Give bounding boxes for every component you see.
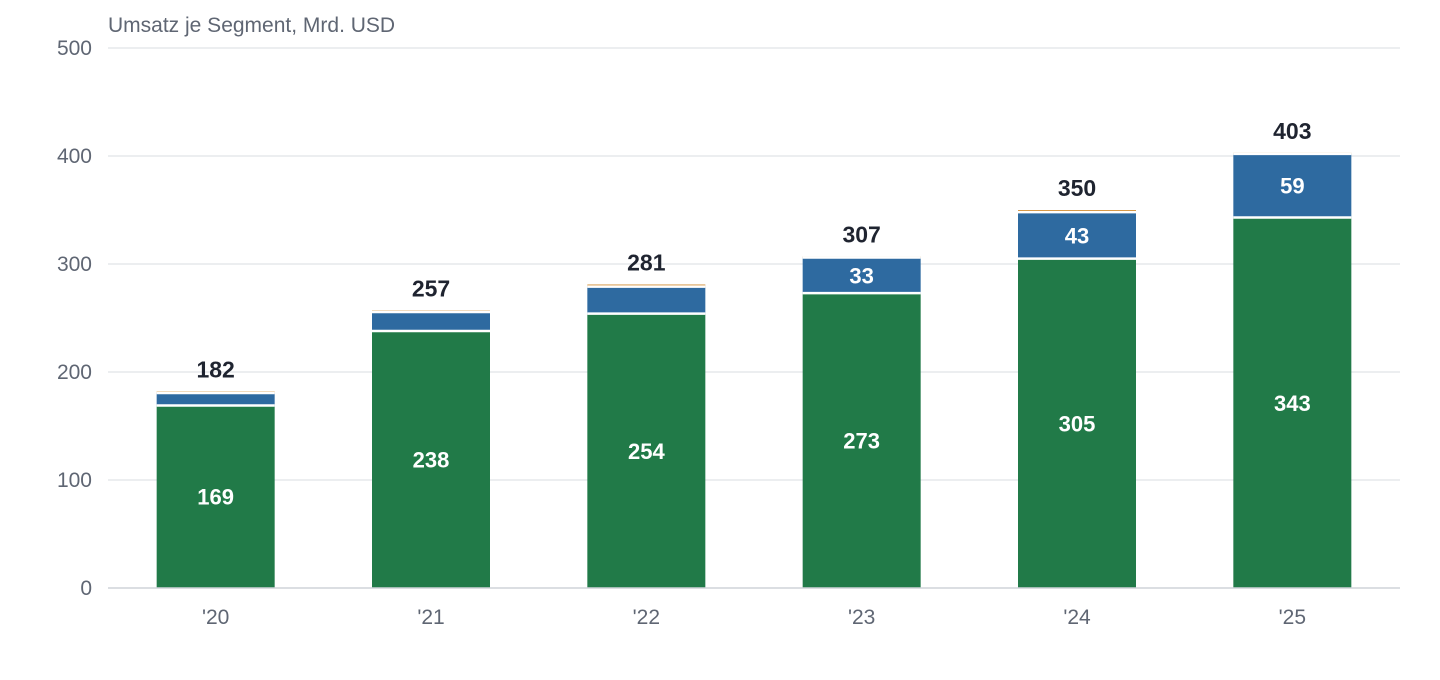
segment-value-label: 169 (197, 485, 234, 510)
bars (156, 152, 1352, 588)
y-axis-title: Umsatz je Segment, Mrd. USD (108, 14, 395, 37)
total-value-label: 403 (1273, 118, 1311, 144)
segment-value-label: 33 (849, 263, 873, 288)
y-tick-label: 300 (57, 253, 92, 276)
total-value-label: 350 (1058, 175, 1096, 201)
gridlines (108, 47, 1400, 481)
bar-segment-2 (587, 286, 706, 314)
segment-value-label: 59 (1280, 174, 1304, 199)
y-tick-label: 200 (57, 361, 92, 384)
total-value-label: 182 (196, 356, 234, 382)
bar-segment-1 (372, 330, 490, 588)
bar-segment-1 (1233, 217, 1352, 588)
y-tick-label: 100 (57, 469, 92, 492)
x-tick-label: '25 (1279, 606, 1306, 629)
axes: 0 100 200 300 400 500 '20 '21 '22 '23 '24 '25 (57, 37, 1400, 629)
bar-segment-2 (802, 257, 921, 294)
bar-segment-2 (1233, 153, 1352, 218)
x-tick-label: '24 (1063, 606, 1091, 629)
segment-value-label: 273 (843, 429, 880, 454)
bar-segment-2 (372, 312, 490, 331)
y-tick-label: 0 (80, 577, 92, 600)
x-tick-label: '23 (848, 606, 875, 629)
y-tick-label: 500 (57, 37, 92, 60)
total-value-label: 307 (842, 221, 880, 247)
total-value-label: 281 (627, 250, 666, 276)
bar-segment-1 (802, 293, 921, 588)
bar-segment-2 (1018, 212, 1136, 259)
segment-value-label: 343 (1274, 391, 1311, 416)
y-tick-label: 400 (57, 145, 92, 168)
x-tick-label: '21 (417, 606, 444, 629)
bar-segment-1 (587, 313, 706, 588)
total-value-label: 257 (412, 275, 450, 301)
segment-value-label: 43 (1065, 223, 1089, 248)
bar-segment-1 (1018, 258, 1136, 588)
data-labels: 169 182 238 257 254 281 273 33 307 305 43 350 343 59 4… (196, 118, 1311, 510)
segment-value-label: 305 (1059, 411, 1096, 436)
segment-value-label: 254 (628, 439, 665, 464)
bar-segment-1 (156, 405, 275, 588)
x-tick-label: '20 (202, 606, 229, 629)
x-tick-label: '22 (633, 606, 660, 629)
bar-segment-2 (156, 393, 275, 406)
segment-value-label: 238 (413, 447, 450, 472)
